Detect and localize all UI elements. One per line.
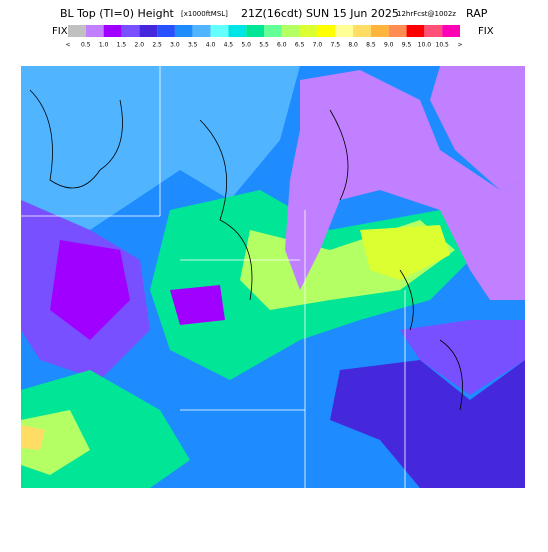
legend-label: 10.0: [418, 42, 432, 49]
legend-swatch: [370, 25, 389, 37]
legend-label: 9.0: [384, 42, 394, 49]
state-boundary: [21, 66, 406, 488]
legend-label: 10.5: [436, 42, 450, 49]
contour-line: [29, 89, 463, 411]
legend-label: 1.5: [117, 42, 127, 49]
legend-swatch: [157, 25, 175, 37]
field-region: [170, 285, 225, 325]
legend-label: 2.0: [134, 42, 144, 49]
field-region: [50, 240, 130, 340]
legend-label: 5.5: [259, 42, 269, 49]
legend-swatch: [85, 25, 104, 37]
legend-swatch: [139, 25, 158, 37]
lake-region: [430, 66, 525, 190]
forecast: 12hrFcst@1002z: [397, 10, 456, 18]
legend-left-label: FIX: [52, 26, 68, 37]
legend-swatch: [442, 25, 460, 37]
legend-swatch: [281, 25, 300, 37]
units: [x1000ftMSL]: [181, 10, 228, 18]
legend-label: 5.0: [241, 42, 251, 49]
legend-label: 6.5: [295, 42, 305, 49]
title: BL Top (TI=0) Height: [60, 7, 175, 20]
legend-swatch: [424, 25, 443, 37]
legend-swatch: [68, 25, 86, 37]
legend-label: 8.0: [348, 42, 358, 49]
field-region: [360, 225, 450, 280]
legend-label: 4.5: [224, 42, 234, 49]
legend-swatch: [103, 25, 122, 37]
legend-label: 7.5: [330, 42, 340, 49]
legend-swatch: [317, 25, 336, 37]
legend-swatch: [228, 25, 247, 37]
legend-swatch: [192, 25, 211, 37]
lake-region: [285, 70, 525, 300]
legend-label: 1.0: [99, 42, 109, 49]
legend-label: >: [457, 42, 462, 49]
field-region: [400, 320, 525, 395]
map: [21, 66, 525, 488]
valid-time: 21Z(16cdt) SUN 15 Jun 2025: [241, 7, 399, 20]
legend-label: 8.5: [366, 42, 376, 49]
field-region: [21, 66, 300, 250]
legend-swatch: [406, 25, 425, 37]
legend-swatch: [246, 25, 264, 37]
legend-label: 0.5: [81, 42, 91, 49]
legend-swatch: [335, 25, 354, 37]
model: RAP: [466, 7, 488, 20]
legend: <0.5 1.0 1.5 2.0 2.5 3.0 3.5 4.0 4.5 5.0 5.5 6.0 6.5…: [65, 25, 463, 49]
legend-label: 6.0: [277, 42, 287, 49]
field-region: [21, 410, 90, 475]
legend-swatch: [210, 25, 229, 37]
legend-swatch: [299, 25, 318, 37]
legend-swatch: [264, 25, 282, 37]
legend-label: 2.5: [152, 42, 162, 49]
field-region: [330, 360, 525, 488]
field-region: [21, 425, 45, 450]
legend-right-label: FIX: [478, 26, 494, 37]
legend-label: 7.0: [313, 42, 323, 49]
legend-label: 3.0: [170, 42, 180, 49]
legend-label: 4.0: [206, 42, 216, 49]
legend-label: <: [65, 42, 70, 49]
legend-swatch: [353, 25, 371, 37]
legend-swatch: [174, 25, 193, 37]
header: BL Top (TI=0) Height [x1000ftMSL] 21Z(16…: [52, 7, 494, 37]
legend-swatch: [121, 25, 140, 37]
legend-label: 9.5: [402, 42, 412, 49]
legend-label: 3.5: [188, 42, 198, 49]
legend-swatch: [388, 25, 407, 37]
